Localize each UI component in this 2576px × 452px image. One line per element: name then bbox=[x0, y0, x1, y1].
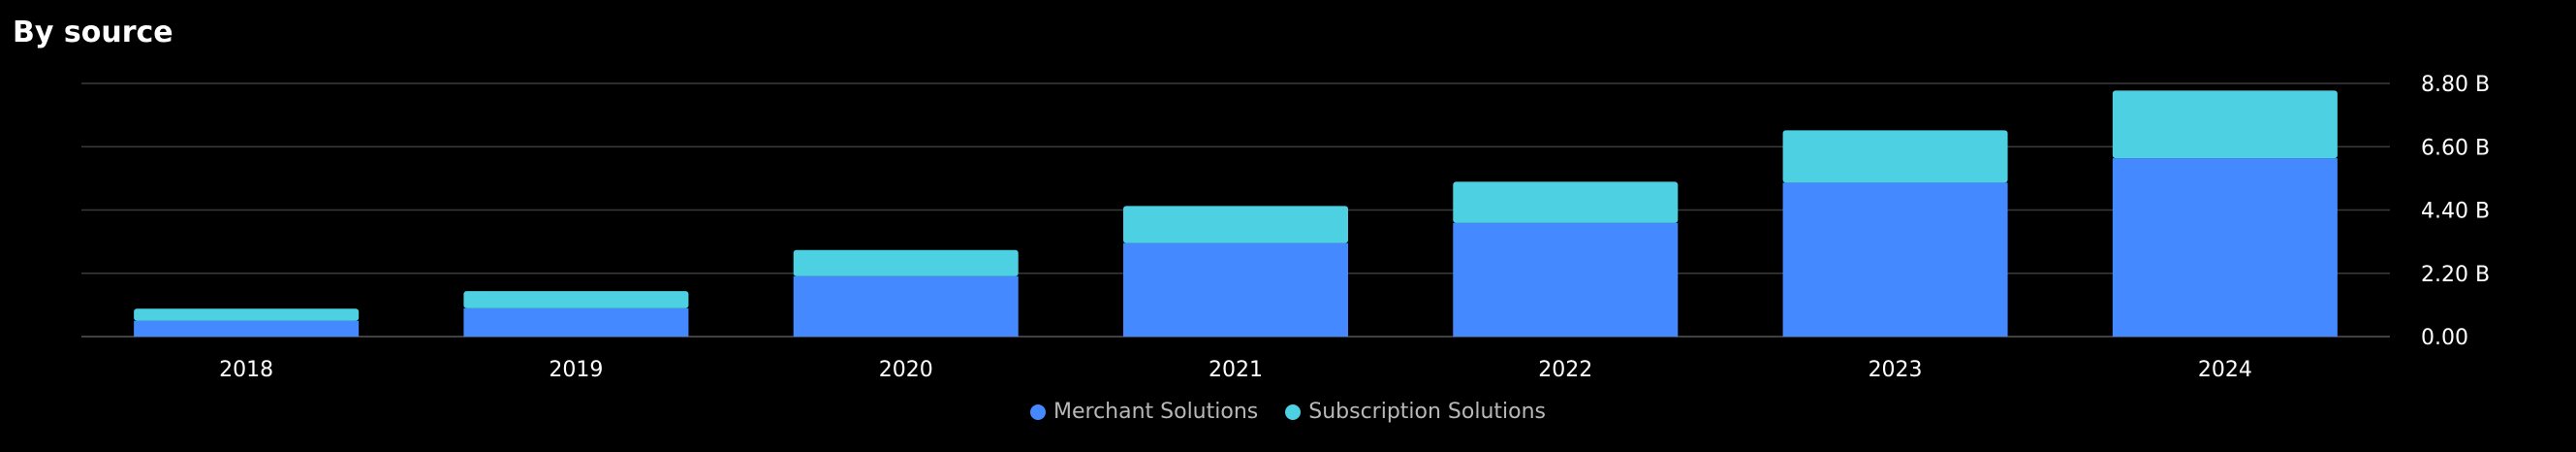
legend-label-subscription-solutions: Subscription Solutions bbox=[1308, 400, 1547, 424]
x-tick-label: 2018 bbox=[219, 358, 273, 382]
bars bbox=[134, 90, 2338, 337]
y-axis-labels: 0.00 2.20 B 4.40 B 6.60 B 8.80 B bbox=[2421, 73, 2490, 350]
bar-segment-2021-merchant-solutions[interactable] bbox=[1123, 242, 1348, 337]
legend-item-merchant-solutions[interactable]: Merchant Solutions bbox=[1029, 400, 1259, 424]
bar-segment-2024-subscription-solutions[interactable] bbox=[2112, 90, 2338, 159]
bar-segment-2024-merchant-solutions[interactable] bbox=[2112, 158, 2338, 337]
x-tick-label: 2022 bbox=[1538, 358, 1592, 382]
x-tick-label: 2019 bbox=[549, 358, 603, 382]
bar-segment-2019-merchant-solutions[interactable] bbox=[463, 307, 689, 337]
bar-segment-2021-subscription-solutions[interactable] bbox=[1123, 206, 1348, 243]
x-tick-label: 2021 bbox=[1209, 358, 1263, 382]
bar-segment-2022-subscription-solutions[interactable] bbox=[1453, 181, 1679, 223]
legend-item-subscription-solutions[interactable]: Subscription Solutions bbox=[1285, 400, 1546, 424]
y-tick-label: 0.00 bbox=[2421, 326, 2468, 350]
bar-segment-2020-merchant-solutions[interactable] bbox=[793, 275, 1019, 337]
y-tick-label: 8.80 B bbox=[2421, 73, 2490, 97]
legend: Merchant Solutions Subscription Solution… bbox=[0, 400, 2576, 424]
y-tick-label: 4.40 B bbox=[2421, 200, 2490, 224]
bar-segment-2019-subscription-solutions[interactable] bbox=[463, 291, 689, 308]
bar-segment-2020-subscription-solutions[interactable] bbox=[793, 249, 1019, 276]
bar-segment-2018-subscription-solutions[interactable] bbox=[134, 308, 360, 321]
x-axis-labels: 2018 2019 2020 2021 2022 2023 2024 bbox=[219, 358, 2252, 382]
x-tick-label: 2020 bbox=[879, 358, 933, 382]
x-tick-label: 2023 bbox=[1869, 358, 1923, 382]
bar-segment-2023-subscription-solutions[interactable] bbox=[1782, 130, 2008, 183]
bar-segment-2022-merchant-solutions[interactable] bbox=[1453, 222, 1679, 337]
chart-title: By source bbox=[13, 16, 173, 49]
legend-marker-merchant-solutions bbox=[1029, 404, 1046, 420]
x-tick-label: 2024 bbox=[2198, 358, 2252, 382]
legend-label-merchant-solutions: Merchant Solutions bbox=[1052, 400, 1259, 424]
y-tick-label: 6.60 B bbox=[2421, 136, 2490, 160]
bar-segment-2023-merchant-solutions[interactable] bbox=[1782, 182, 2008, 337]
legend-marker-subscription-solutions bbox=[1285, 404, 1302, 420]
y-tick-label: 2.20 B bbox=[2421, 263, 2490, 287]
bar-segment-2018-merchant-solutions[interactable] bbox=[134, 320, 360, 337]
